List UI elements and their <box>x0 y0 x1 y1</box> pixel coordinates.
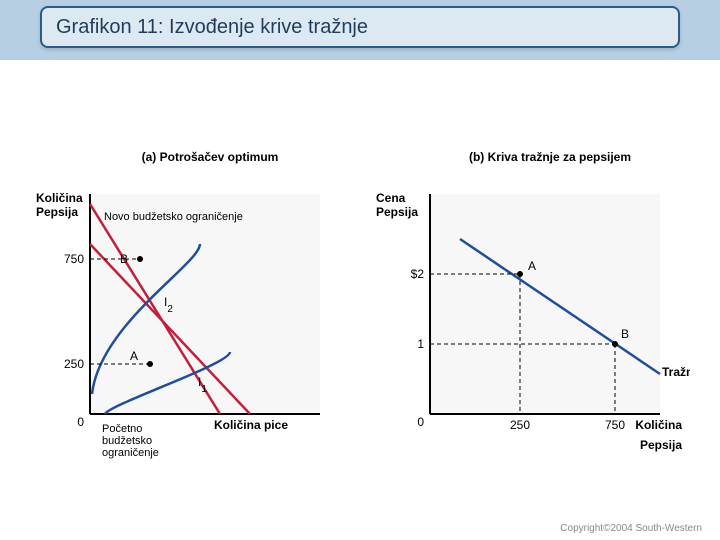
svg-text:1: 1 <box>417 337 424 351</box>
svg-text:0: 0 <box>417 415 424 429</box>
svg-text:B: B <box>621 327 629 341</box>
slide: Grafikon 11: Izvođenje krive tražnje (a)… <box>0 0 720 540</box>
left-chart: KoličinaPepsijaABI1I2Novo budžetsko ogra… <box>30 164 350 464</box>
svg-text:Količina: Količina <box>635 418 682 432</box>
svg-text:KoličinaPepsija: KoličinaPepsija <box>36 191 83 219</box>
svg-text:750: 750 <box>605 418 625 432</box>
svg-text:Početnobudžetskoograničenje: Početnobudžetskoograničenje <box>102 423 159 459</box>
svg-text:CenaPepsija: CenaPepsija <box>376 191 418 219</box>
copyright: Copyright©2004 South-Western <box>560 523 702 534</box>
title-bar: Grafikon 11: Izvođenje krive tražnje <box>40 6 680 48</box>
right-chart: CenaPepsija A B $2 1 0 250 750 Tražnja Količina Pe… <box>370 164 690 464</box>
svg-text:B: B <box>120 252 128 266</box>
svg-text:$2: $2 <box>411 267 425 281</box>
svg-text:Tražnja: Tražnja <box>662 365 690 379</box>
svg-text:A: A <box>130 349 138 363</box>
slide-title: Grafikon 11: Izvođenje krive tražnje <box>56 16 368 39</box>
right-panel-title: (b) Kriva tražnje za pepsijem <box>420 150 680 164</box>
svg-text:750: 750 <box>64 252 84 266</box>
left-panel-title: (a) Potrošačev optimum <box>80 150 340 164</box>
svg-text:A: A <box>528 259 536 273</box>
svg-text:Količina pice: Količina pice <box>214 418 288 432</box>
svg-text:250: 250 <box>510 418 530 432</box>
svg-text:Novo budžetsko ograničenje: Novo budžetsko ograničenje <box>104 211 243 223</box>
left-panel: (a) Potrošačev optimum KoličinaPepsija A B… <box>30 150 350 464</box>
svg-text:Pepsija: Pepsija <box>640 438 682 452</box>
svg-text:0: 0 <box>77 415 84 429</box>
svg-text:250: 250 <box>64 357 84 371</box>
right-panel: (b) Kriva tražnje za pepsijem CenaPepsij… <box>370 150 690 464</box>
